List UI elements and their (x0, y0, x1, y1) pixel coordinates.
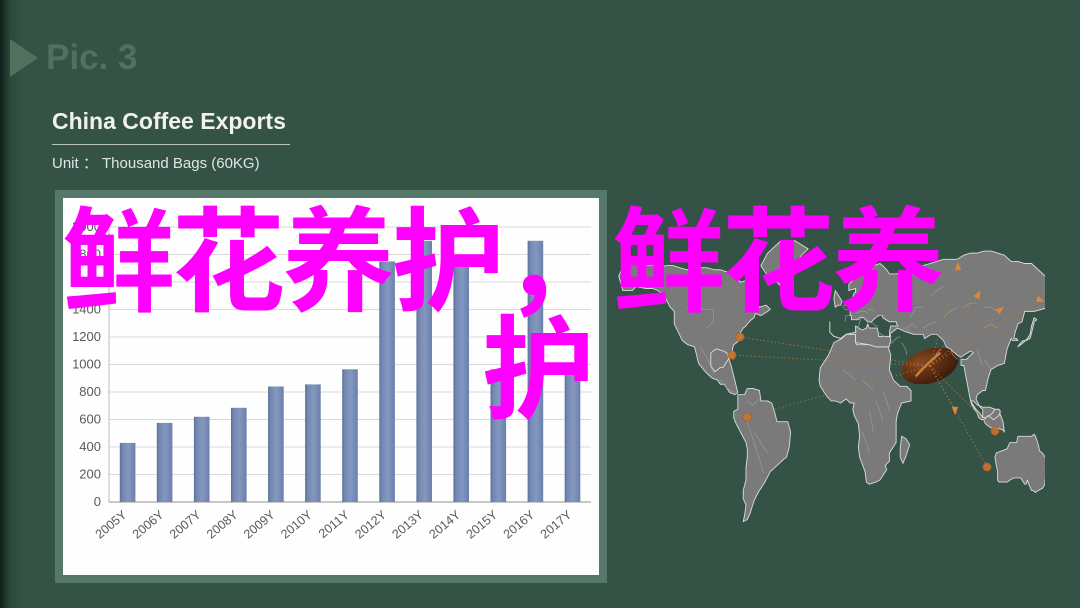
svg-text:2007Y: 2007Y (167, 507, 204, 541)
svg-text:2006Y: 2006Y (130, 507, 167, 541)
svg-text:2005Y: 2005Y (93, 507, 130, 541)
svg-text:2012Y: 2012Y (352, 507, 389, 541)
svg-text:2017Y: 2017Y (538, 507, 575, 541)
svg-text:2014Y: 2014Y (426, 507, 463, 541)
svg-text:2008Y: 2008Y (204, 507, 241, 541)
svg-text:800: 800 (79, 384, 101, 399)
svg-text:1000: 1000 (72, 357, 101, 372)
svg-text:2010Y: 2010Y (278, 507, 315, 541)
svg-text:400: 400 (79, 439, 101, 454)
svg-text:200: 200 (79, 467, 101, 482)
svg-text:2011Y: 2011Y (316, 507, 352, 541)
svg-text:2009Y: 2009Y (241, 507, 278, 541)
svg-text:600: 600 (79, 412, 101, 427)
svg-text:2016Y: 2016Y (501, 507, 538, 541)
svg-text:2013Y: 2013Y (389, 507, 426, 541)
svg-text:2015Y: 2015Y (464, 507, 501, 541)
svg-text:0: 0 (94, 494, 101, 509)
